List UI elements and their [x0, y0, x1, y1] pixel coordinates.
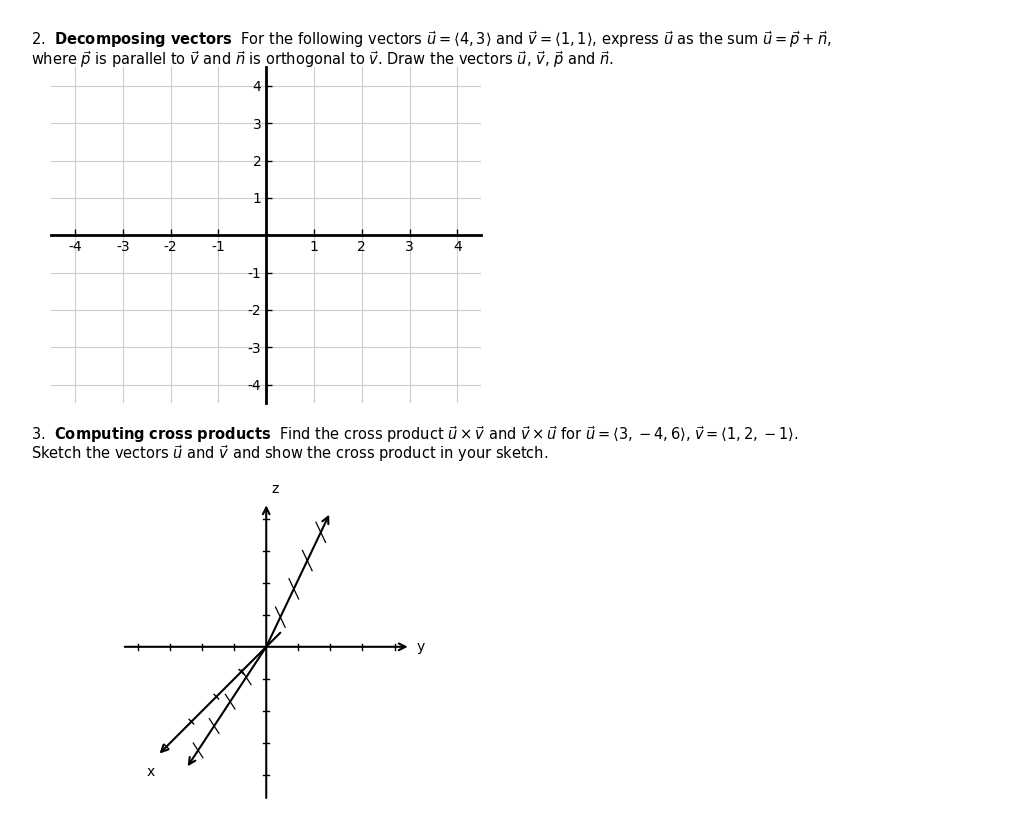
Text: Sketch the vectors $\vec{u}$ and $\vec{v}$ and show the cross product in your sk: Sketch the vectors $\vec{u}$ and $\vec{v… — [31, 444, 548, 465]
Text: z: z — [271, 482, 279, 496]
Text: 3.  $\bf{Computing\ cross\ products}$  Find the cross product $\vec{u} \times \v: 3. $\bf{Computing\ cross\ products}$ Fin… — [31, 424, 798, 445]
Text: y: y — [417, 640, 425, 654]
Text: where $\vec{p}$ is parallel to $\vec{v}$ and $\vec{n}$ is orthogonal to $\vec{v}: where $\vec{p}$ is parallel to $\vec{v}$… — [31, 49, 613, 70]
Text: x: x — [147, 765, 156, 780]
Text: 2.  $\bf{Decomposing\ vectors}$  For the following vectors $\vec{u} = \langle 4,: 2. $\bf{Decomposing\ vectors}$ For the f… — [31, 29, 831, 50]
